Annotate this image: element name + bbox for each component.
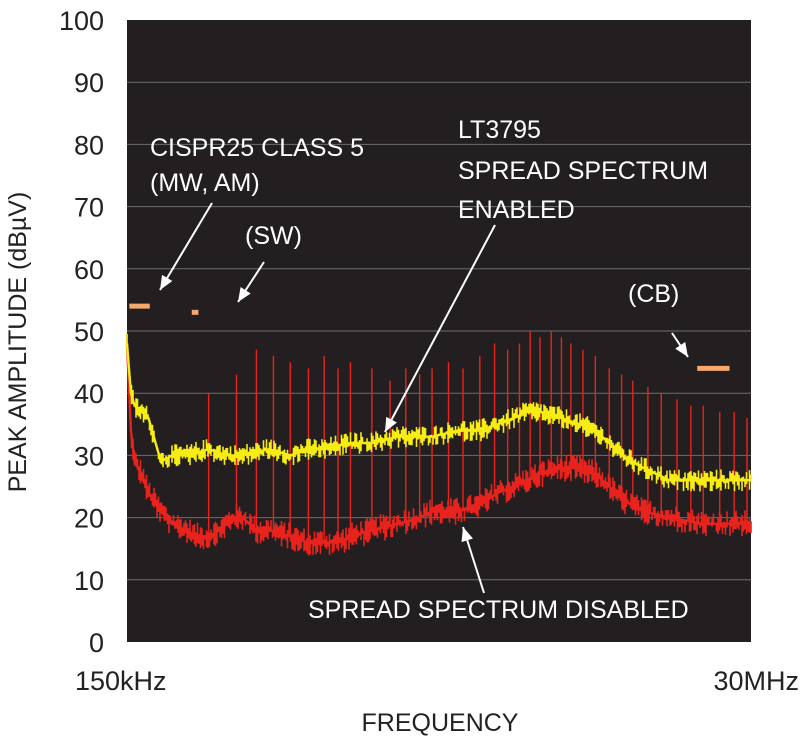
annotation-cispr-band: (MW, AM)	[150, 169, 260, 197]
y-tick-label: 60	[74, 255, 104, 285]
y-tick-label: 0	[89, 628, 104, 658]
x-tick-label: 30MHz	[713, 666, 799, 696]
annotation-cispr-title: CISPR25 CLASS 5	[150, 134, 364, 162]
annotation-cb: (CB)	[628, 280, 679, 308]
y-tick-labels: 0 10 20 30 40 50 60 70 80 90 100	[59, 6, 104, 658]
series-disabled	[125, 331, 752, 556]
y-tick-label: 70	[74, 193, 104, 223]
y-tick-label: 40	[74, 379, 104, 409]
annotation-enabled-line1: LT3795	[458, 116, 541, 144]
y-tick-label: 30	[74, 441, 104, 471]
annotation-sw: (SW)	[245, 222, 302, 250]
y-axis-title: PEAK AMPLITUDE (dBµV)	[4, 192, 32, 493]
arrow-shaft	[159, 202, 213, 291]
annotation-disabled: SPREAD SPECTRUM DISABLED	[308, 596, 689, 624]
series-line	[125, 343, 751, 544]
arrow-head	[160, 274, 173, 290]
series-line	[125, 343, 751, 482]
arrow-head	[385, 416, 397, 432]
series-enabled	[125, 333, 752, 492]
arrow-head	[461, 527, 473, 543]
annotation-enabled-line2: SPREAD SPECTRUM	[458, 157, 708, 185]
x-axis-title: FREQUENCY	[362, 709, 519, 737]
annotation-enabled-line3: ENABLED	[458, 196, 575, 224]
y-tick-label: 80	[74, 130, 104, 160]
arrow-head	[675, 342, 688, 357]
x-tick-label: 150kHz	[75, 666, 167, 696]
y-tick-label: 100	[59, 6, 104, 36]
arrow-head	[238, 286, 251, 302]
y-tick-label: 10	[74, 566, 104, 596]
annotation-arrows	[159, 202, 689, 594]
y-tick-label: 50	[74, 317, 104, 347]
arrow-shaft	[384, 224, 496, 433]
y-tick-label: 90	[74, 68, 104, 98]
x-tick-labels: 150kHz 30MHz	[75, 666, 799, 696]
y-tick-label: 20	[74, 504, 104, 534]
cispr-limit-lines	[129, 303, 730, 371]
